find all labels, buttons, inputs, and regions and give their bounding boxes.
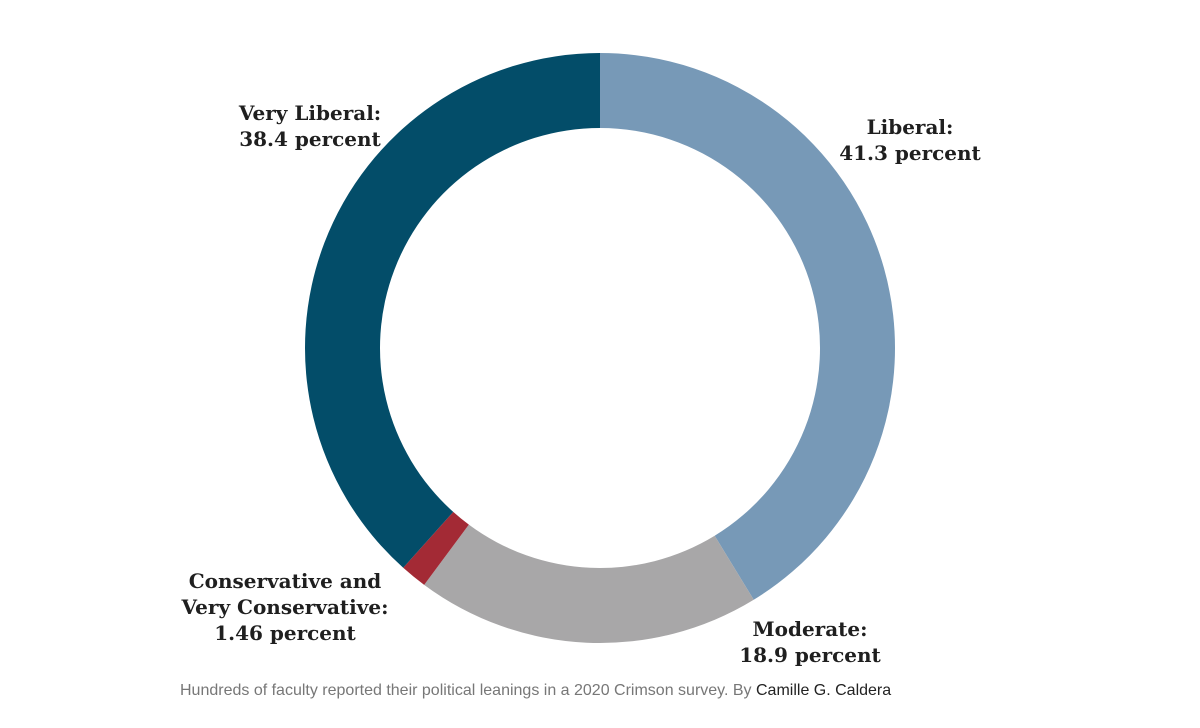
label-moderate: Moderate: 18.9 percent	[710, 616, 910, 668]
label-very-liberal: Very Liberal: 38.4 percent	[210, 100, 410, 152]
label-liberal-name: Liberal:	[866, 115, 954, 139]
label-liberal-value: 41.3 percent	[839, 141, 981, 165]
label-conservative-value: 1.46 percent	[214, 621, 356, 645]
caption-author-link[interactable]: Camille G. Caldera	[756, 682, 892, 699]
chart-figure: Very Liberal: 38.4 percent Liberal: 41.3…	[180, 0, 1020, 668]
donut-slice-conservative-and-very-conservative	[403, 511, 469, 585]
figure-caption: Hundreds of faculty reported their polit…	[180, 682, 891, 700]
label-liberal: Liberal: 41.3 percent	[810, 114, 1010, 166]
donut-slice-very-liberal	[305, 53, 600, 568]
donut-chart	[305, 53, 895, 643]
label-conservative-name-1: Conservative and	[188, 569, 382, 593]
label-very-liberal-name: Very Liberal:	[238, 101, 382, 125]
donut-slice-liberal	[600, 53, 895, 600]
label-moderate-value: 18.9 percent	[739, 643, 881, 667]
label-conservative: Conservative and Very Conservative: 1.46…	[170, 568, 400, 646]
label-moderate-name: Moderate:	[752, 617, 868, 641]
caption-text: Hundreds of faculty reported their polit…	[180, 682, 756, 699]
label-conservative-name-2: Very Conservative:	[181, 595, 389, 619]
donut-slice-moderate	[424, 524, 754, 643]
label-very-liberal-value: 38.4 percent	[239, 127, 381, 151]
